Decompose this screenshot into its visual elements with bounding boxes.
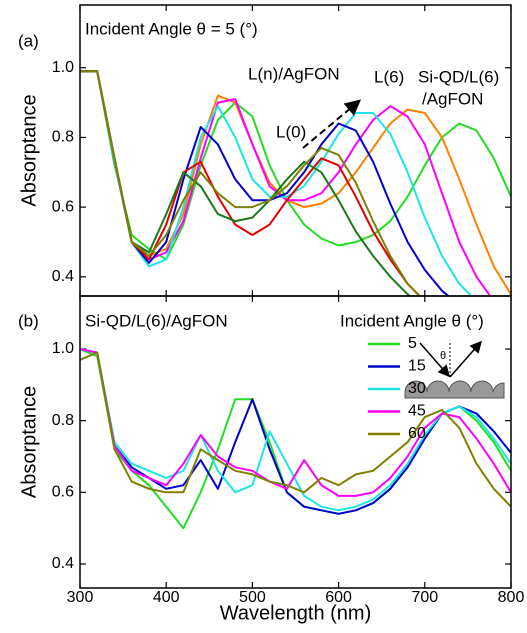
inset-diagram: θ <box>404 340 505 399</box>
theta-symbol: θ <box>440 350 446 362</box>
legend-label: 15 <box>408 358 426 375</box>
line-series <box>80 351 511 508</box>
annotation: Incident Angle θ = 5 (°) <box>85 19 258 38</box>
plot-area <box>80 348 511 530</box>
plot-frame <box>79 295 512 589</box>
y-tick-label: 0.6 <box>52 198 74 215</box>
x-tick-label: 400 <box>153 589 180 606</box>
annotation: /AgFON <box>422 89 483 108</box>
legend-title: Incident Angle θ (°) <box>340 311 484 330</box>
legend-label: 30 <box>408 380 426 397</box>
x-tick-label: 800 <box>498 589 525 606</box>
y-axis-label: Absorptance <box>18 386 40 498</box>
y-tick-label: 0.4 <box>52 555 74 572</box>
legend-label: 5 <box>408 335 417 352</box>
line-series <box>80 70 451 296</box>
y-tick-label: 1.0 <box>52 340 74 357</box>
line-series <box>80 70 473 296</box>
annotation: Si-QD/L(6)/AgFON <box>85 311 228 330</box>
annotation: L(n)/AgFON <box>248 64 340 83</box>
x-tick-label: 500 <box>239 589 266 606</box>
annotation: L(6) <box>374 67 404 86</box>
annotation: Si-QD/L(6) <box>418 67 499 86</box>
y-tick-label: 0.6 <box>52 484 74 501</box>
legend-label: 45 <box>408 403 426 420</box>
plot-area <box>80 70 511 296</box>
line-series <box>80 70 422 296</box>
line-series <box>80 348 511 530</box>
y-tick-label: 0.4 <box>52 268 74 285</box>
y-axis-label: Absorptance <box>18 94 40 206</box>
legend-label: 60 <box>408 425 426 442</box>
line-series <box>80 70 412 296</box>
y-tick-label: 0.8 <box>52 412 74 429</box>
y-tick-label: 1.0 <box>52 59 74 76</box>
x-tick-label: 700 <box>411 589 438 606</box>
line-series <box>80 348 511 497</box>
annotation: (b) <box>18 311 39 330</box>
x-tick-label: 300 <box>67 589 94 606</box>
annotation: (a) <box>18 31 39 50</box>
x-axis-label: Wavelength (nm) <box>220 602 372 624</box>
y-tick-label: 0.8 <box>52 129 74 146</box>
trend-arrow <box>302 99 362 149</box>
x-tick-label: 600 <box>325 589 352 606</box>
annotation: L(0) <box>276 122 306 141</box>
line-series <box>80 70 511 261</box>
